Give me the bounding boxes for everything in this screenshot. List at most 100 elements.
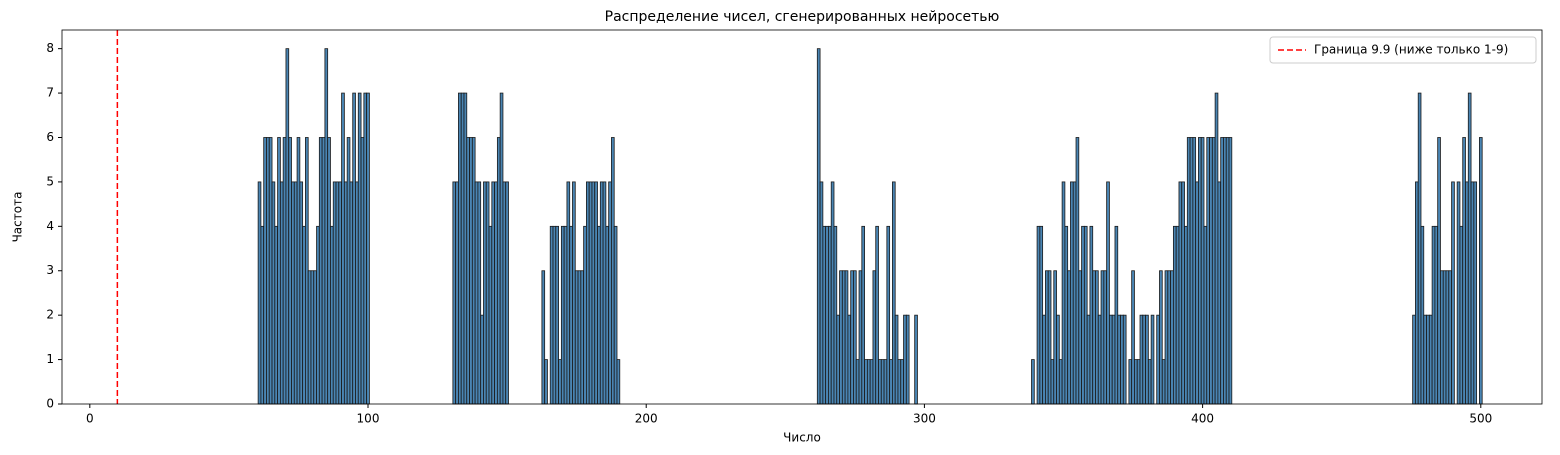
bar [541, 270, 546, 405]
bar [1159, 270, 1163, 405]
bar [611, 137, 615, 405]
bar [474, 181, 479, 405]
bar [1089, 225, 1094, 405]
bar [549, 225, 554, 405]
bar [1434, 225, 1439, 405]
bar [883, 359, 888, 405]
bar [1206, 137, 1210, 405]
bar [1092, 270, 1096, 405]
bar [1184, 225, 1188, 405]
x-tick-label: 0 [86, 412, 94, 426]
bar [288, 137, 292, 405]
chart-title: Распределение чисел, сгенерированных ней… [605, 9, 1000, 25]
bar [1106, 181, 1110, 405]
bar [1214, 92, 1219, 405]
bar [1209, 137, 1213, 405]
bar [1445, 270, 1450, 405]
bar [1147, 359, 1152, 405]
bar [1136, 359, 1141, 405]
bar [1428, 314, 1433, 405]
bar [1420, 225, 1425, 405]
bar [324, 48, 329, 405]
bar [1198, 137, 1202, 405]
bar [469, 137, 473, 405]
bar [494, 181, 498, 405]
bar [338, 181, 342, 405]
bar [1061, 181, 1066, 405]
bar [346, 137, 351, 405]
bar [900, 359, 904, 405]
bar [563, 225, 568, 405]
bar [602, 181, 607, 405]
bar [460, 92, 465, 405]
bar [886, 225, 891, 405]
bar [1067, 270, 1071, 405]
bar [260, 225, 265, 405]
bar [343, 181, 348, 405]
bar [864, 359, 868, 405]
bar [471, 137, 476, 405]
bar [1465, 181, 1469, 405]
bar [1070, 181, 1074, 405]
bar [1192, 137, 1197, 405]
bar [1172, 225, 1177, 405]
bar [502, 181, 507, 405]
bar [463, 92, 468, 405]
bar [1448, 270, 1452, 405]
bar [1058, 359, 1063, 405]
bar [1114, 225, 1119, 405]
bar [574, 270, 579, 405]
y-tick-label: 0 [46, 397, 54, 411]
bar [327, 137, 331, 405]
bar [1178, 181, 1183, 405]
bar [271, 181, 276, 405]
bar [1036, 225, 1041, 405]
bar [291, 181, 295, 405]
bar [1053, 270, 1057, 405]
bar [1086, 314, 1091, 405]
bar [1456, 181, 1461, 405]
bar [316, 225, 320, 405]
bar [313, 270, 317, 405]
bar [825, 225, 829, 405]
y-axis-label: Частота [11, 192, 25, 243]
bar [321, 137, 326, 405]
bar [605, 225, 610, 405]
bar [903, 314, 907, 405]
bar [1423, 314, 1427, 405]
bar [905, 314, 910, 405]
bar [1181, 181, 1185, 405]
bar [488, 225, 493, 405]
bar [1095, 270, 1099, 405]
y-tick-label: 3 [46, 263, 54, 277]
y-tick-label: 5 [46, 174, 54, 188]
bar [858, 270, 863, 405]
bar [828, 225, 832, 405]
bar [257, 181, 262, 405]
bar [880, 359, 885, 405]
y-tick-label: 6 [46, 130, 54, 144]
bar [1451, 181, 1455, 405]
legend-box [1269, 36, 1537, 64]
bar [480, 314, 484, 405]
bar [613, 225, 618, 405]
bar [1211, 137, 1216, 405]
bar [608, 181, 612, 405]
bar [357, 92, 362, 405]
bar [332, 181, 337, 405]
bar [1100, 270, 1105, 405]
bar [560, 225, 565, 405]
bar [822, 225, 827, 405]
bar [819, 181, 824, 405]
bar [889, 359, 893, 405]
bar [853, 270, 857, 405]
bar [318, 137, 323, 405]
bar [305, 137, 309, 405]
bar [1142, 314, 1146, 405]
bar [844, 270, 849, 405]
x-tick-label: 400 [1191, 412, 1214, 426]
bar [1042, 314, 1046, 405]
bar [1050, 359, 1055, 405]
bar [894, 314, 899, 405]
x-tick-label: 200 [635, 412, 658, 426]
